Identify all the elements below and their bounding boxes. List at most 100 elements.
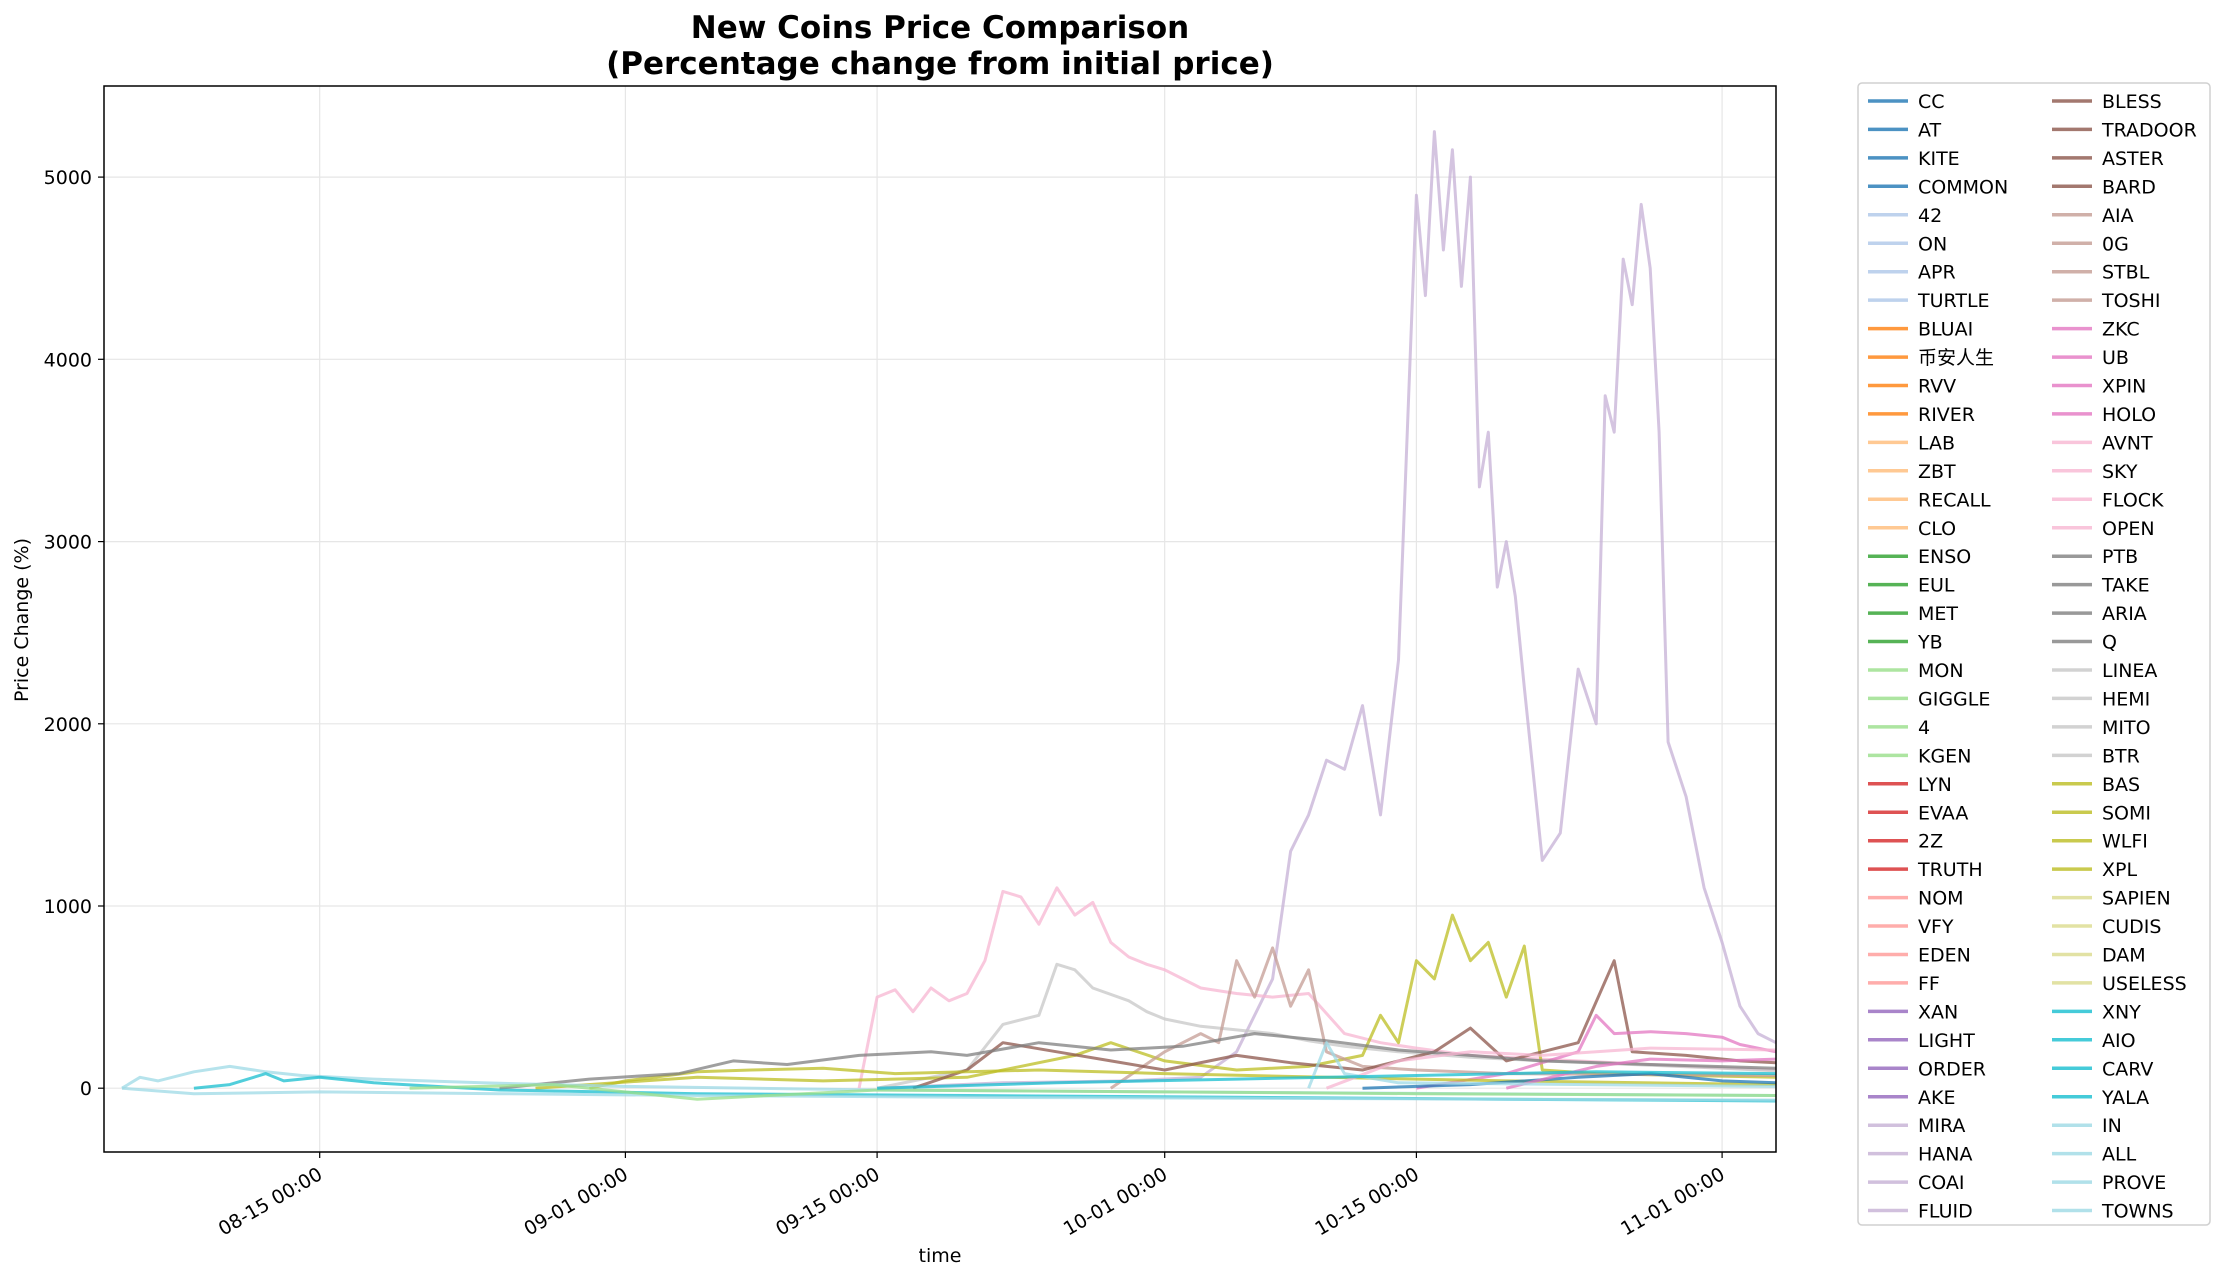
legend-item: PTB [2052,546,2138,568]
legend-label: STBL [2102,262,2150,284]
legend-label: CLO [1918,518,1956,540]
legend-label: EVAA [1918,802,1968,824]
legend-item: ON [1868,233,1947,255]
legend-item: TOSHI [2052,290,2161,312]
legend-label: LYN [1918,774,1952,796]
legend-item: YB [1868,632,1943,654]
legend-item: MIRA [1868,1115,1965,1137]
legend-label: SOMI [2102,802,2151,824]
legend-item: TRADOOR [2052,119,2197,141]
legend-label: KITE [1918,148,1960,170]
legend-label: COAI [1918,1172,1965,1194]
legend-label: 2Z [1918,831,1943,853]
legend-item: GIGGLE [1868,688,1990,710]
legend-label: MON [1918,660,1964,682]
legend-label: Q [2102,632,2117,654]
series-line-ptb [499,1032,1777,1090]
legend-item: TURTLE [1868,290,1990,312]
legend-label: BTR [2102,745,2140,767]
x-tick-label: 08-15 00:00 [215,1163,326,1240]
legend-label: ZBT [1918,461,1956,483]
legend-item: 0G [2052,233,2129,255]
legend-item: ASTER [2052,148,2164,170]
legend-item: XNY [2052,1001,2141,1023]
legend: CC AT KITE COMMON 42 ON APR TURTLE BLUAI 币安人生 RVV R… [1868,91,2197,1223]
series-line-mon [409,1083,1777,1101]
legend-label: AVNT [2102,432,2153,454]
legend-item: TRUTH [1868,859,1983,881]
legend-label: ASTER [2102,148,2164,170]
legend-label: AIA [2102,205,2134,227]
legend-item: LIGHT [1868,1030,1975,1052]
x-axis-ticks: 08-15 00:00 09-01 00:00 09-15 00:00 10-01 0… [215,1152,1729,1240]
legend-item: FLOCK [2052,489,2164,511]
legend-item: BTR [2052,745,2140,767]
grid [104,86,1776,1152]
legend-item: EUL [1868,575,1955,597]
series-line-aia [1109,946,1777,1090]
legend-item: ORDER [1868,1058,1986,1080]
legend-label: TRADOOR [2101,119,2197,141]
series-line-towns [121,1086,1777,1102]
legend-label: ARIA [2102,603,2147,625]
legend-label: PROVE [2102,1172,2166,1194]
legend-item: VFY [1868,916,1954,938]
legend-item: BLUAI [1868,319,1973,341]
legend-item: AT [1868,119,1942,141]
legend-label: DAM [2102,945,2146,967]
series-line-cc [1362,1072,1777,1090]
legend-label: 42 [1918,205,1942,227]
legend-item: ALL [2052,1144,2137,1166]
legend-label: CUDIS [2102,916,2161,938]
legend-label: HEMI [2102,688,2150,710]
legend-label: YB [1917,632,1943,654]
legend-label: MIRA [1918,1115,1965,1137]
legend-label: FLUID [1918,1201,1973,1223]
legend-label: SAPIEN [2102,888,2171,910]
legend-item: MON [1868,660,1964,682]
chart-title: New Coins Price Comparison [691,10,1189,46]
legend-item: EDEN [1868,945,1971,967]
legend-label: XNY [2102,1001,2141,1023]
legend-item: IN [2052,1115,2122,1137]
plot-frame [103,85,1777,1153]
legend-label: MET [1918,603,1958,625]
x-tick-label: 11-01 00:00 [1617,1163,1728,1240]
series-line-avnt [857,886,1777,1089]
legend-item: STBL [2052,262,2150,284]
legend-label: OPEN [2102,518,2155,540]
legend-label: CC [1918,91,1945,113]
x-axis-label: time [919,1245,962,1267]
legend-label: BAS [2102,774,2140,796]
legend-label: 币安人生 [1918,347,1994,369]
legend-item: YALA [2052,1087,2149,1109]
legend-item: LAB [1868,432,1955,454]
legend-item: CC [1868,91,1945,113]
legend-label: ENSO [1918,546,1971,568]
x-tick-label: 09-01 00:00 [520,1163,631,1240]
legend-item: FF [1868,973,1940,995]
legend-item: CLO [1868,518,1956,540]
legend-item: SKY [2052,461,2138,483]
legend-item: EVAA [1868,802,1968,824]
legend-label: LINEA [2102,660,2157,682]
legend-label: GIGGLE [1918,688,1990,710]
legend-label: RVV [1918,376,1956,398]
legend-item: MET [1868,603,1958,625]
legend-item: BAS [2052,774,2140,796]
legend-label: APR [1918,262,1956,284]
legend-item: RECALL [1868,489,1991,511]
legend-label: RIVER [1918,404,1975,426]
y-axis-ticks: 0 1000 2000 3000 4000 5000 [44,167,104,1100]
y-tick-label: 4000 [44,349,92,371]
legend-label: XPIN [2102,376,2146,398]
legend-label: MITO [2102,717,2151,739]
legend-label: BARD [2102,176,2156,198]
y-tick-label: 3000 [44,532,92,554]
legend-item: 4 [1868,717,1930,739]
legend-item: Q [2052,632,2117,654]
legend-item: PROVE [2052,1172,2166,1194]
legend-item: XAN [1868,1001,1958,1023]
legend-item: KITE [1868,148,1960,170]
legend-item: ARIA [2052,603,2147,625]
